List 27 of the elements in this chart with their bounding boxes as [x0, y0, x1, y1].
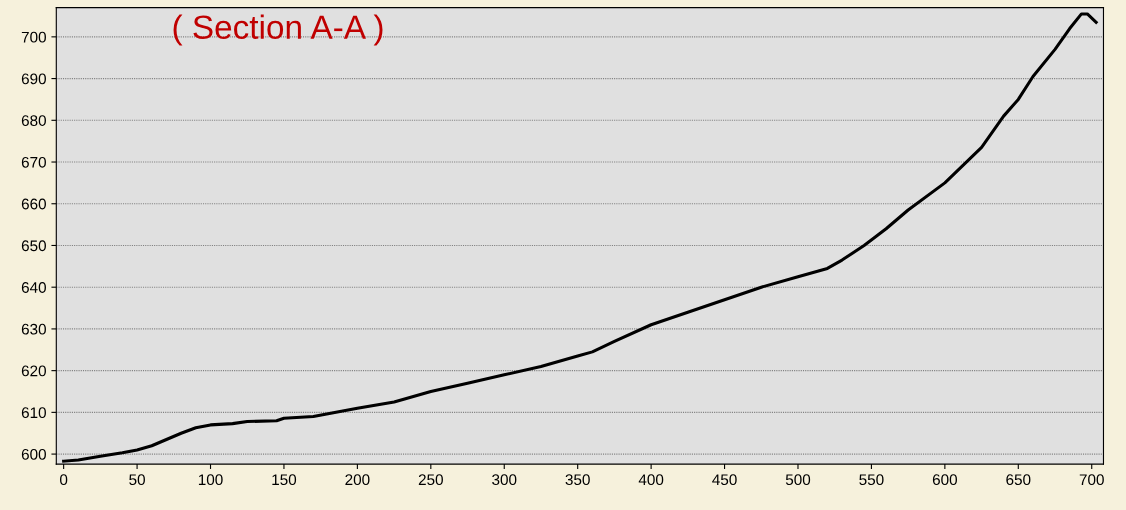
- y-tick-label: 700: [21, 31, 46, 43]
- y-tick-label: 600: [21, 448, 46, 460]
- x-tick-label: 200: [345, 474, 370, 486]
- x-tick-label: 600: [932, 474, 958, 486]
- x-tick-label: 0: [59, 474, 68, 486]
- x-tick-label: 550: [859, 474, 884, 486]
- y-tick-label: 650: [21, 240, 46, 252]
- y-tick-label: 680: [21, 115, 46, 126]
- y-tick-label: 670: [21, 156, 46, 168]
- x-tick-label: 150: [272, 474, 297, 486]
- y-tick-label: 660: [21, 198, 46, 210]
- x-tick-label: 300: [492, 474, 517, 486]
- y-tick-label: 640: [21, 282, 46, 293]
- y-tick-label: 690: [21, 73, 46, 85]
- y-tick-label: 610: [21, 407, 46, 419]
- x-tick-label: 100: [198, 474, 223, 486]
- chart-title: ( Section A-A ): [173, 14, 383, 46]
- x-tick-label: 500: [785, 474, 811, 486]
- y-tick-label: 630: [21, 323, 46, 335]
- x-tick-label: 50: [129, 474, 145, 486]
- x-tick-label: 650: [1006, 474, 1031, 486]
- y-tick-label: 620: [21, 365, 46, 377]
- x-tick-label: 400: [638, 474, 664, 486]
- x-tick-label: 450: [712, 474, 737, 486]
- x-tick-label: 250: [418, 474, 443, 486]
- x-tick-label: 350: [565, 474, 590, 486]
- x-tick-label: 700: [1079, 474, 1104, 486]
